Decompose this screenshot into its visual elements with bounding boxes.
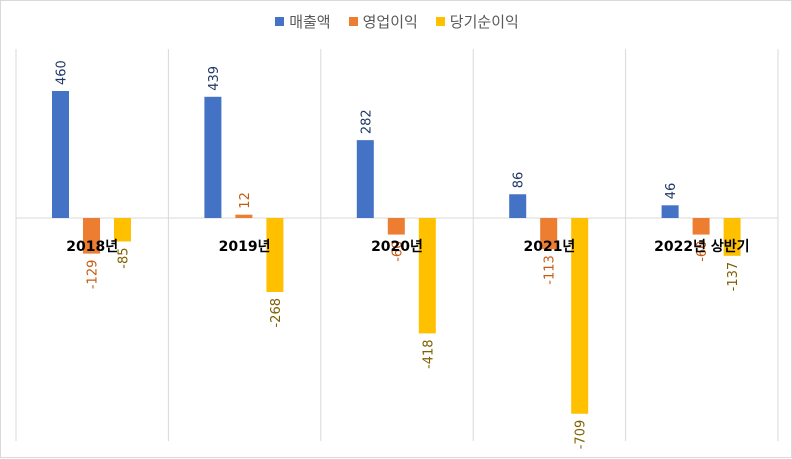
category-label-4: 2022년 상반기 <box>654 238 749 255</box>
data-label-0-4: 46 <box>664 183 679 200</box>
bar-1-0 <box>83 218 100 254</box>
legend-label-revenue: 매출액 <box>289 13 331 31</box>
data-label-0-0: 460 <box>55 60 70 85</box>
data-label-2-1: -268 <box>269 298 284 328</box>
data-label-2-0: -85 <box>117 247 132 268</box>
legend-swatch-operating-profit <box>348 17 358 26</box>
bar-1-2 <box>387 218 405 235</box>
category-label-0: 2018년 <box>66 239 118 255</box>
data-label-1-1: 12 <box>238 192 253 209</box>
data-label-1-2: -60 <box>390 241 405 262</box>
legend-item-net-income: 당기순이익 <box>435 11 519 32</box>
bar-0-0 <box>52 91 69 218</box>
data-label-0-2: 282 <box>359 109 374 134</box>
legend-label-net-income: 당기순이익 <box>449 13 519 31</box>
category-label-1: 2019년 <box>219 239 271 255</box>
data-label-0-1: 439 <box>207 66 222 91</box>
data-label-0-3: 86 <box>512 172 527 189</box>
data-label-2-2: -418 <box>421 339 436 369</box>
legend-item-revenue: 매출액 <box>275 11 331 32</box>
bar-2-4 <box>723 218 741 256</box>
category-label-2: 2020년 <box>371 239 423 255</box>
legend-label-operating-profit: 영업이익 <box>362 13 418 31</box>
category-label-3: 2021년 <box>523 239 575 255</box>
bar-0-2 <box>356 140 374 218</box>
bar-2-3 <box>571 218 589 414</box>
legend-swatch-revenue <box>275 17 285 26</box>
data-label-2-3: -709 <box>574 420 589 450</box>
bar-1-3 <box>540 218 558 250</box>
bar-0-3 <box>509 194 527 218</box>
bar-1-4 <box>692 218 710 235</box>
bar-0-1 <box>204 96 222 218</box>
legend: 매출액 영업이익 당기순이익 <box>1 11 792 32</box>
bar-2-1 <box>266 218 284 292</box>
legend-item-operating-profit: 영업이익 <box>348 11 418 32</box>
bar-1-1 <box>235 214 253 218</box>
bar-2-0 <box>114 218 131 242</box>
legend-swatch-net-income <box>435 17 445 26</box>
data-label-1-0: -129 <box>86 260 101 290</box>
data-label-1-3: -113 <box>543 255 558 285</box>
bar-2-2 <box>418 218 436 334</box>
data-label-2-4: -137 <box>726 262 741 292</box>
data-label-1-4: -60 <box>695 241 710 262</box>
bar-0-4 <box>661 205 679 218</box>
